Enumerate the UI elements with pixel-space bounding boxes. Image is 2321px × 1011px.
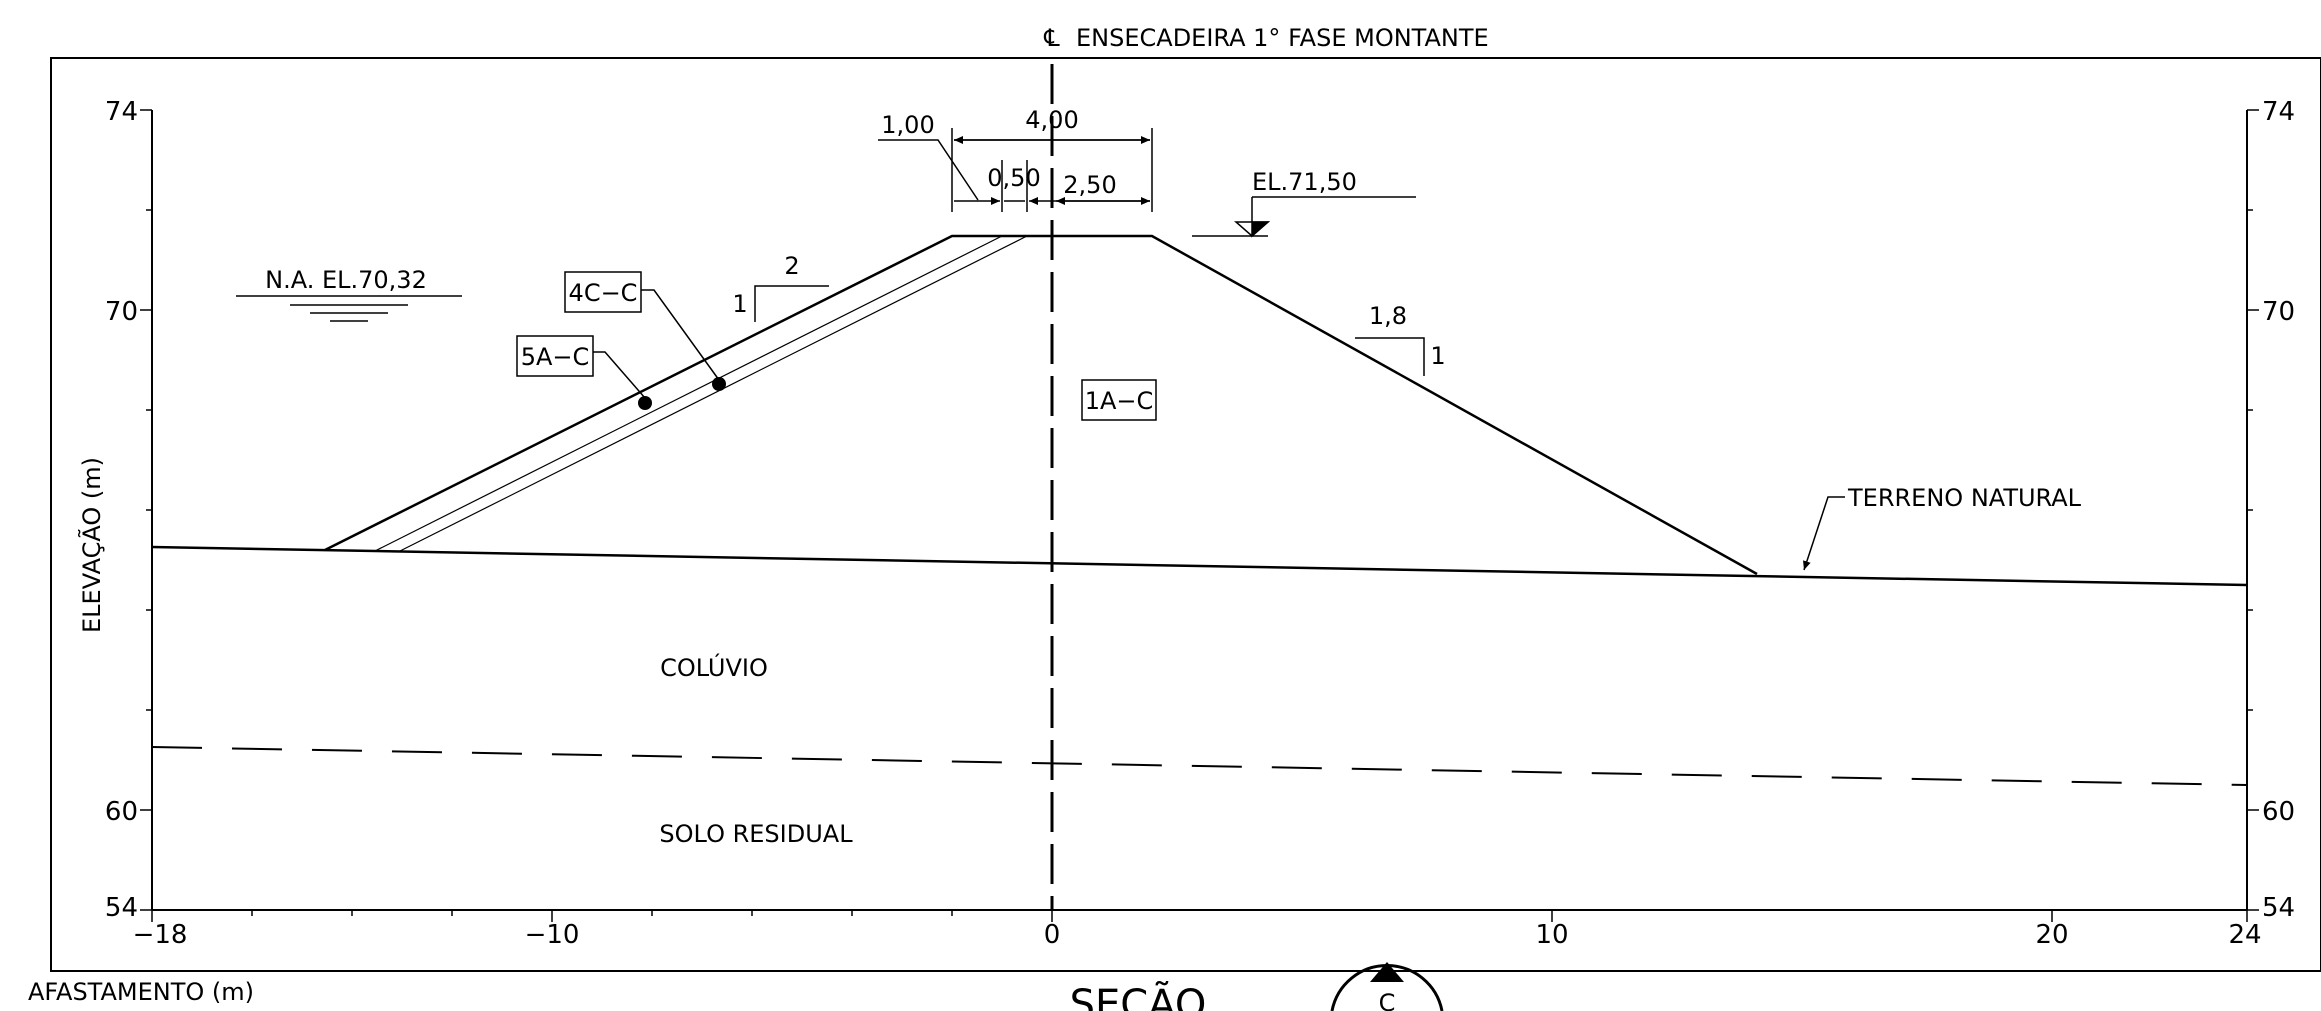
x-tick-label: 0 [1044,920,1061,950]
crest-elevation-label: EL.71,50 [1252,168,1357,196]
x-tick-label: −18 [133,920,188,950]
material-label-1a: 1A−C [1085,387,1154,415]
downstream-slope-indicator [1355,337,1425,376]
page-title: ENSECADEIRA 1° FASE MONTANTE [1076,24,1489,52]
section-title: SEÇÃO [1070,980,1207,1011]
filter-line-outer [374,235,1003,552]
leader-5a [593,351,646,399]
section-marker-triangle [1370,962,1404,982]
material-box-5a [516,335,594,377]
material-label-5a: 5A−C [521,343,590,371]
crest-dimensions [878,128,1153,212]
terrain-line [151,545,2248,587]
terrain-label: TERRENO NATURAL [1847,484,2082,512]
material-box-4c [564,271,642,313]
y-tick-label-right: 60 [2262,797,2295,827]
section-letter: C [1379,989,1396,1011]
marker-4c [712,377,726,391]
residual-soil-boundary [151,746,2248,786]
crest-elevation-marker [1192,196,1416,238]
y-tick-label-right: 54 [2262,893,2295,923]
material-label-4c: 4C−C [569,279,638,307]
dim-upstream: 1,00 [881,111,934,139]
x-tick-label: 10 [1535,920,1568,950]
dim-downstream: 2,50 [1063,171,1116,199]
upstream-slope-indicator [754,285,829,322]
filter-line-inner [399,235,1028,552]
x-tick-label: −10 [525,920,580,950]
marker-5a [638,396,652,410]
bottom-ticks [151,910,2248,922]
x-axis-title: AFASTAMENTO (m) [28,978,254,1006]
drawing-frame [50,57,2321,972]
embankment-outline [324,234,1758,576]
section-marker-circle [1330,964,1444,1011]
leader-4c [641,289,720,381]
y-tick-label-left: 60 [105,797,138,827]
right-minor-ticks [2247,109,2259,911]
x-tick-label: 24 [2228,920,2261,950]
y-tick-label-left: 70 [105,297,138,327]
terrain-leader [1803,496,1845,571]
y-tick-label-left: 74 [105,97,138,127]
left-minor-ticks [140,109,152,911]
upstream-slope-v: 1 [732,290,747,318]
water-level-label: N.A. EL.70,32 [265,266,427,294]
material-box-1a [1081,379,1157,421]
y-axis-title: ELEVAÇÃO (m) [76,457,106,633]
y-tick-label-right: 70 [2262,297,2295,327]
coluvio-label: COLÚVIO [660,652,768,682]
y-tick-label-left: 54 [105,893,138,923]
upstream-slope-h: 2 [784,252,799,280]
x-tick-label: 20 [2035,920,2068,950]
downstream-slope-v: 1 [1430,342,1445,370]
solo-residual-label: SOLO RESIDUAL [659,820,853,848]
y-tick-label-right: 74 [2262,97,2295,127]
dim-mid: 0,50 [987,164,1040,192]
water-level-symbol [236,295,462,322]
dim-total: 4,00 [1025,106,1078,134]
downstream-slope-h: 1,8 [1369,302,1407,330]
centerline-symbol: ℄ [1043,24,1060,52]
